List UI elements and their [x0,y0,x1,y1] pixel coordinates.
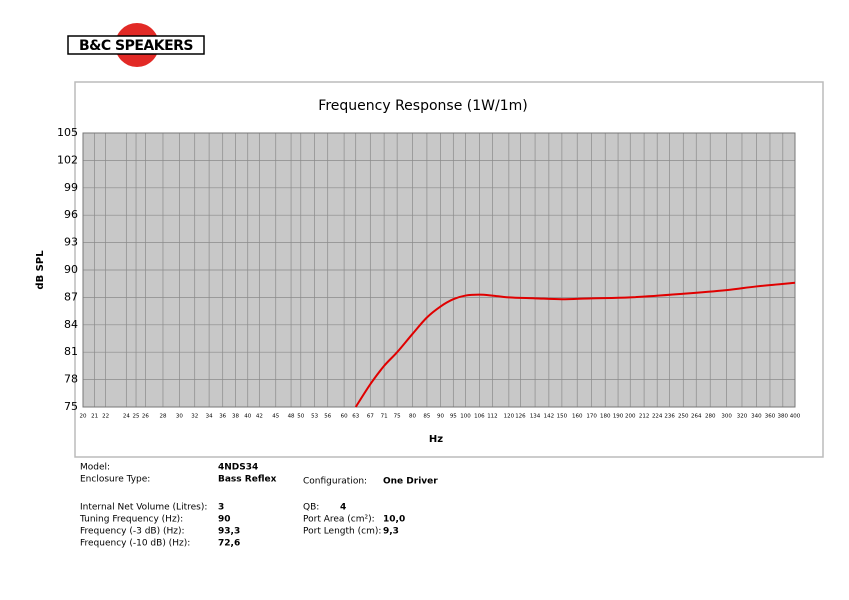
y-tick-label: 75 [64,400,78,413]
spec-value: 4NDS34 [218,463,258,473]
x-tick-label: 380 [778,414,789,420]
y-tick-label: 90 [64,263,78,276]
y-tick-label: 105 [57,126,78,139]
spec-value: Bass Reflex [218,475,277,485]
x-tick-label: 100 [460,414,471,420]
x-tick-label: 30 [176,414,183,420]
x-tick-label: 200 [625,414,636,420]
y-axis-label: dB SPL [35,250,46,290]
x-tick-label: 24 [123,414,130,420]
spec-label: Frequency (-3 dB) (Hz): [80,527,185,537]
y-tick-label: 81 [64,345,78,358]
logo-box [67,35,205,55]
x-tick-label: 190 [613,414,624,420]
x-tick-label: 120 [504,414,515,420]
spec-label: Enclosure Type: [80,475,150,485]
spec-label: Configuration: [303,477,367,487]
x-tick-label: 85 [423,414,430,420]
spec-label: Port Length (cm): [303,527,381,537]
plot-border [82,132,796,408]
x-tick-label: 36 [219,414,226,420]
x-axis-label: Hz [429,434,443,445]
logo: B&C SPEAKERS [67,23,205,67]
x-tick-label: 236 [664,414,675,420]
x-tick-label: 67 [367,414,374,420]
spec-value: 4 [340,503,346,513]
y-tick-label: 84 [64,318,78,331]
spec-label: Tuning Frequency (Hz): [79,515,183,525]
x-tick-label: 150 [557,414,568,420]
x-tick-label: 224 [652,414,663,420]
x-tick-label: 250 [678,414,689,420]
response-line [354,281,796,408]
x-tick-label: 22 [102,414,109,420]
x-tick-label: 28 [159,414,166,420]
x-tick-label: 160 [572,414,583,420]
y-tick-label: 78 [64,373,78,386]
x-tick-label: 42 [256,414,263,420]
x-tick-label: 45 [272,414,279,420]
x-tick-label: 75 [394,414,401,420]
x-tick-label: 60 [341,414,348,420]
x-tick-label: 300 [721,414,732,420]
spec-label: Frequency (-10 dB) (Hz): [80,539,190,549]
x-tick-label: 32 [191,414,198,420]
y-tick-label: 93 [64,236,78,249]
x-tick-label: 90 [437,414,444,420]
y-tick-label: 96 [64,208,78,221]
x-tick-label: 280 [705,414,716,420]
x-tick-label: 48 [288,414,295,420]
x-tick-label: 170 [586,414,597,420]
x-tick-label: 142 [544,414,555,420]
x-tick-label: 50 [297,414,304,420]
spec-label: Model: [80,463,110,473]
chart-title: Frequency Response (1W/1m) [318,98,527,114]
x-tick-label: 360 [765,414,776,420]
x-tick-label: 20 [80,414,87,420]
y-tick-label: 87 [64,290,78,303]
spec-value: One Driver [383,477,438,487]
x-tick-label: 25 [133,414,140,420]
x-tick-label: 112 [487,414,498,420]
x-tick-label: 134 [530,414,541,420]
spec-value: 72,6 [218,539,240,549]
x-tick-label: 63 [352,414,359,420]
x-tick-label: 26 [142,414,149,420]
x-tick-label: 106 [474,414,485,420]
y-tick-label: 102 [57,153,78,166]
x-tick-label: 180 [600,414,611,420]
x-tick-label: 126 [515,414,526,420]
x-tick-label: 21 [91,414,98,420]
y-tick-label: 99 [64,181,78,194]
x-tick-label: 264 [691,414,702,420]
x-tick-label: 212 [639,414,650,420]
x-tick-label: 71 [381,414,388,420]
x-tick-label: 80 [409,414,416,420]
x-tick-label: 340 [751,414,762,420]
spec-label: Port Area (cm²): [303,515,375,525]
spec-value: 10,0 [383,515,405,525]
x-tick-label: 95 [450,414,457,420]
spec-value: 9,3 [383,527,399,537]
spec-label: Internal Net Volume (Litres): [80,503,207,513]
x-tick-label: 400 [790,414,801,420]
x-tick-label: 34 [206,414,213,420]
x-tick-label: 320 [737,414,748,420]
x-tick-label: 56 [324,414,331,420]
spec-value: 90 [218,515,231,525]
spec-value: 93,3 [218,527,240,537]
spec-label: QB: [303,503,319,513]
x-tick-label: 53 [311,414,318,420]
x-tick-label: 40 [244,414,251,420]
spec-value: 3 [218,503,224,513]
x-tick-label: 38 [232,414,239,420]
logo-text: B&C SPEAKERS [79,38,193,54]
